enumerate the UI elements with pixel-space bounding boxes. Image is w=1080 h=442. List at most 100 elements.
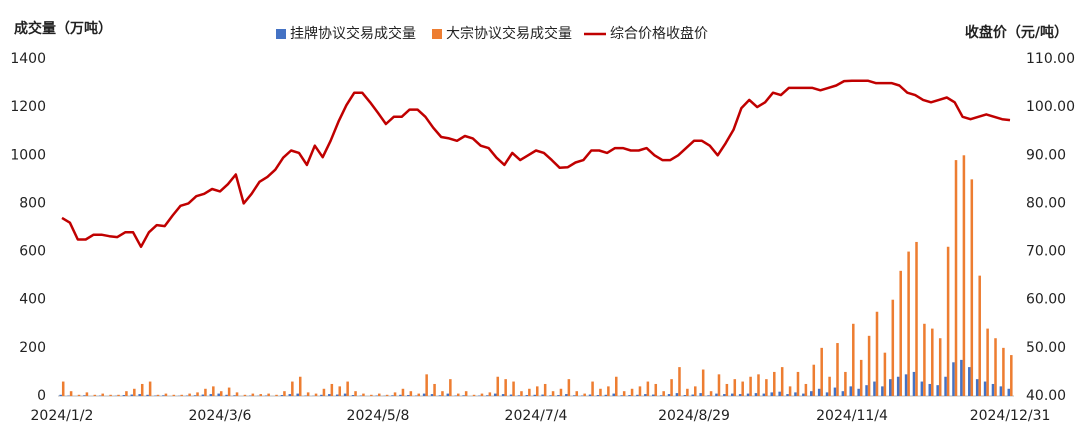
legend-label: 综合价格收盘价: [610, 25, 708, 42]
bar: [994, 338, 997, 396]
bar: [162, 395, 165, 396]
bar: [817, 388, 821, 396]
bar: [773, 371, 776, 396]
bar: [520, 391, 523, 396]
bar: [204, 388, 207, 396]
bar: [509, 394, 513, 396]
bar: [849, 386, 853, 396]
bar: [1002, 347, 1005, 396]
bar: [970, 179, 974, 396]
bar: [486, 395, 489, 396]
bar: [778, 391, 781, 396]
bar: [836, 343, 839, 396]
bar: [391, 395, 394, 396]
bar: [591, 381, 594, 396]
bar: [551, 391, 555, 396]
y2-tick-label: 50.00: [1026, 340, 1066, 356]
bar: [146, 394, 149, 396]
bar: [407, 395, 410, 396]
legend-swatch: [276, 29, 286, 39]
bar: [915, 241, 918, 396]
bar: [794, 392, 797, 396]
bar: [622, 391, 626, 396]
bar: [765, 379, 768, 396]
bar: [225, 394, 228, 396]
bar: [654, 383, 658, 396]
bar: [496, 376, 500, 396]
bar: [125, 391, 128, 396]
bar: [296, 393, 299, 396]
bar: [409, 391, 413, 396]
legend-swatch: [432, 29, 442, 39]
bar: [441, 391, 444, 396]
bar: [385, 394, 389, 396]
x-tick-label: 2024/5/8: [347, 408, 410, 424]
bar: [686, 388, 689, 396]
x-tick-label: 2024/8/29: [658, 408, 730, 424]
bar: [983, 381, 987, 396]
bar: [675, 393, 679, 396]
bar: [612, 393, 616, 396]
bar: [101, 393, 104, 396]
bar: [343, 393, 347, 396]
y2-tick-label: 90.00: [1026, 147, 1066, 163]
bar: [944, 376, 947, 396]
bar: [251, 393, 255, 396]
bar: [899, 270, 902, 396]
bar: [920, 381, 924, 396]
bar: [393, 392, 397, 396]
bar: [188, 393, 191, 396]
bar: [456, 393, 460, 396]
bar: [883, 352, 887, 396]
bar: [754, 393, 758, 396]
bar: [575, 391, 579, 396]
bar: [422, 393, 426, 396]
bar: [628, 395, 631, 396]
bar: [733, 379, 737, 396]
bar: [1007, 388, 1011, 396]
bar: [904, 374, 908, 396]
bar: [962, 155, 966, 396]
bar: [636, 394, 639, 396]
bar: [217, 393, 220, 396]
bar: [212, 386, 215, 396]
bar: [749, 376, 752, 396]
bar: [881, 386, 884, 396]
bar: [730, 393, 734, 396]
y-tick-label: 600: [19, 244, 46, 260]
bar: [952, 362, 955, 396]
bar: [235, 392, 239, 396]
bar: [746, 393, 750, 396]
bar: [651, 394, 655, 396]
bar: [741, 381, 744, 396]
bar: [164, 393, 168, 396]
bar: [975, 379, 979, 396]
bar: [588, 394, 592, 396]
y-tick-label: 200: [19, 340, 46, 356]
bar: [678, 367, 681, 396]
bar: [83, 395, 86, 396]
bar: [330, 383, 334, 396]
bar: [417, 393, 421, 396]
bar: [133, 388, 136, 396]
bar: [691, 394, 695, 396]
bar: [852, 323, 855, 396]
bar: [180, 394, 183, 396]
bar: [844, 371, 847, 396]
y2-tick-label: 70.00: [1026, 244, 1066, 260]
bar: [662, 391, 665, 396]
bar: [938, 338, 942, 396]
bar: [512, 381, 515, 396]
bar: [762, 393, 766, 396]
bar: [399, 394, 402, 396]
bar: [501, 394, 505, 396]
bar: [891, 299, 895, 396]
bar: [362, 393, 365, 396]
bar: [156, 394, 160, 396]
bar: [991, 383, 995, 396]
bar: [683, 395, 687, 396]
bar: [446, 393, 450, 396]
bar: [907, 251, 910, 396]
y2-tick-label: 110.00: [1026, 51, 1075, 67]
bar: [923, 323, 926, 396]
